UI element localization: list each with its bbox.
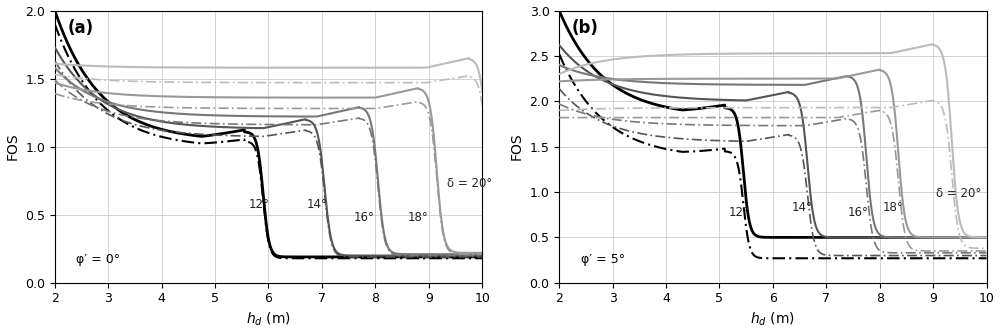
Text: 16°: 16° bbox=[354, 211, 375, 224]
Text: 14°: 14° bbox=[792, 201, 812, 214]
Text: 18°: 18° bbox=[882, 201, 903, 214]
Text: 18°: 18° bbox=[407, 211, 428, 224]
Text: φ′ = 5°: φ′ = 5° bbox=[581, 254, 625, 267]
Text: 14°: 14° bbox=[307, 198, 328, 211]
Y-axis label: FOS: FOS bbox=[6, 133, 20, 160]
Text: δ = 20°: δ = 20° bbox=[936, 187, 981, 200]
Text: 12°: 12° bbox=[729, 206, 750, 219]
X-axis label: $h_d$ (m): $h_d$ (m) bbox=[750, 311, 795, 328]
Text: φ′ = 0°: φ′ = 0° bbox=[76, 254, 120, 267]
Text: 16°: 16° bbox=[848, 206, 869, 219]
Text: (a): (a) bbox=[68, 19, 94, 37]
Y-axis label: FOS: FOS bbox=[510, 133, 524, 160]
X-axis label: $h_d$ (m): $h_d$ (m) bbox=[246, 311, 291, 328]
Text: δ = 20°: δ = 20° bbox=[447, 177, 493, 190]
Text: 12°: 12° bbox=[248, 198, 269, 211]
Text: (b): (b) bbox=[572, 19, 599, 37]
